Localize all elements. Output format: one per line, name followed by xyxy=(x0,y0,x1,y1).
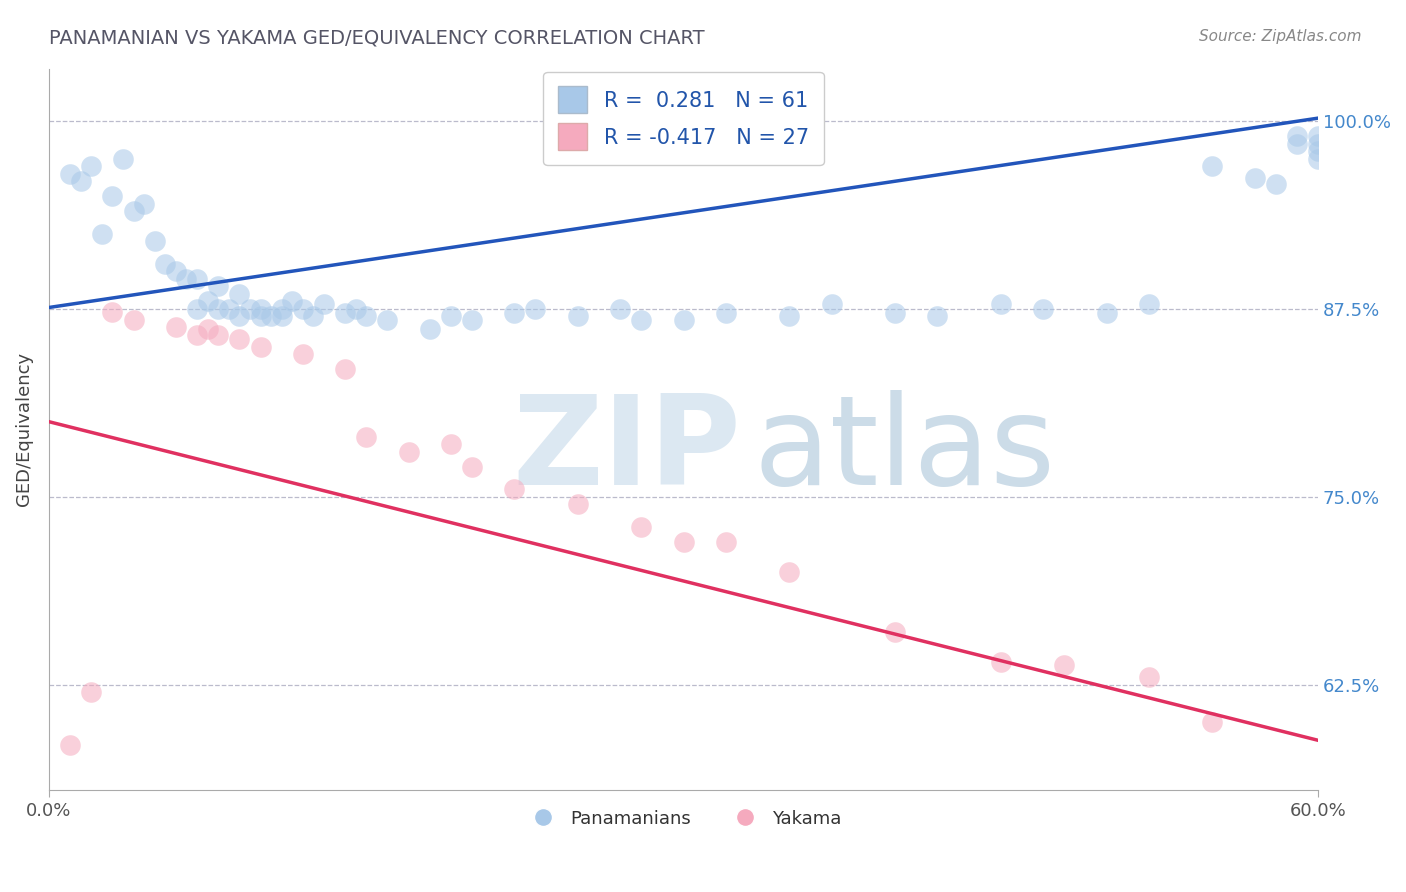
Point xyxy=(1285,136,1308,151)
Point xyxy=(155,257,177,271)
Point xyxy=(630,520,652,534)
Point xyxy=(1053,658,1076,673)
Point xyxy=(207,279,229,293)
Point xyxy=(59,738,82,752)
Point xyxy=(228,287,250,301)
Point xyxy=(281,294,304,309)
Point xyxy=(990,297,1012,311)
Point xyxy=(927,310,949,324)
Point xyxy=(122,204,145,219)
Point xyxy=(672,312,695,326)
Point xyxy=(122,312,145,326)
Point xyxy=(59,167,82,181)
Point xyxy=(672,535,695,549)
Point xyxy=(714,535,737,549)
Point xyxy=(440,437,463,451)
Point xyxy=(1201,159,1223,173)
Point xyxy=(312,297,335,311)
Point xyxy=(165,320,187,334)
Point xyxy=(398,444,420,458)
Point xyxy=(1264,178,1286,192)
Point xyxy=(239,301,262,316)
Point xyxy=(461,312,484,326)
Point xyxy=(186,327,208,342)
Point xyxy=(419,321,441,335)
Point xyxy=(1095,306,1118,320)
Point xyxy=(207,301,229,316)
Point xyxy=(778,565,800,579)
Y-axis label: GED/Equivalency: GED/Equivalency xyxy=(15,352,32,507)
Point xyxy=(197,321,219,335)
Point xyxy=(1285,129,1308,144)
Point xyxy=(990,655,1012,669)
Point xyxy=(524,301,547,316)
Point xyxy=(111,152,134,166)
Point xyxy=(1032,301,1054,316)
Point xyxy=(80,685,103,699)
Point xyxy=(101,305,124,319)
Point xyxy=(101,189,124,203)
Text: ZIP: ZIP xyxy=(512,391,741,511)
Point xyxy=(333,306,356,320)
Point xyxy=(69,174,91,188)
Point xyxy=(884,625,907,640)
Point xyxy=(630,312,652,326)
Point xyxy=(333,362,356,376)
Text: PANAMANIAN VS YAKAMA GED/EQUIVALENCY CORRELATION CHART: PANAMANIAN VS YAKAMA GED/EQUIVALENCY COR… xyxy=(49,29,704,47)
Point xyxy=(228,332,250,346)
Point xyxy=(356,430,378,444)
Point xyxy=(820,297,842,311)
Text: atlas: atlas xyxy=(754,391,1056,511)
Point xyxy=(1137,297,1160,311)
Point xyxy=(249,340,271,354)
Point xyxy=(143,235,166,249)
Text: Source: ZipAtlas.com: Source: ZipAtlas.com xyxy=(1198,29,1361,44)
Point xyxy=(1308,129,1330,144)
Point xyxy=(270,301,292,316)
Point xyxy=(228,310,250,324)
Point xyxy=(567,310,589,324)
Point xyxy=(186,301,208,316)
Point xyxy=(218,301,240,316)
Point xyxy=(503,306,526,320)
Point xyxy=(1308,144,1330,158)
Point xyxy=(1201,715,1223,730)
Point xyxy=(249,301,271,316)
Point xyxy=(176,272,198,286)
Point xyxy=(1308,136,1330,151)
Point xyxy=(1137,670,1160,684)
Point xyxy=(90,227,112,241)
Point xyxy=(377,312,399,326)
Point xyxy=(207,327,229,342)
Point xyxy=(714,306,737,320)
Point xyxy=(461,459,484,474)
Point xyxy=(270,310,292,324)
Point xyxy=(165,264,187,278)
Point xyxy=(1308,152,1330,166)
Point xyxy=(356,310,378,324)
Point xyxy=(249,310,271,324)
Point xyxy=(80,159,103,173)
Point xyxy=(186,272,208,286)
Point xyxy=(1243,171,1265,186)
Point xyxy=(197,294,219,309)
Legend: Panamanians, Yakama: Panamanians, Yakama xyxy=(517,803,849,835)
Point xyxy=(503,483,526,497)
Point xyxy=(344,301,367,316)
Point xyxy=(134,196,156,211)
Point xyxy=(884,306,907,320)
Point xyxy=(302,310,325,324)
Point xyxy=(567,497,589,511)
Point xyxy=(609,301,631,316)
Point xyxy=(260,310,283,324)
Point xyxy=(778,310,800,324)
Point xyxy=(291,347,314,361)
Point xyxy=(440,310,463,324)
Point xyxy=(291,301,314,316)
